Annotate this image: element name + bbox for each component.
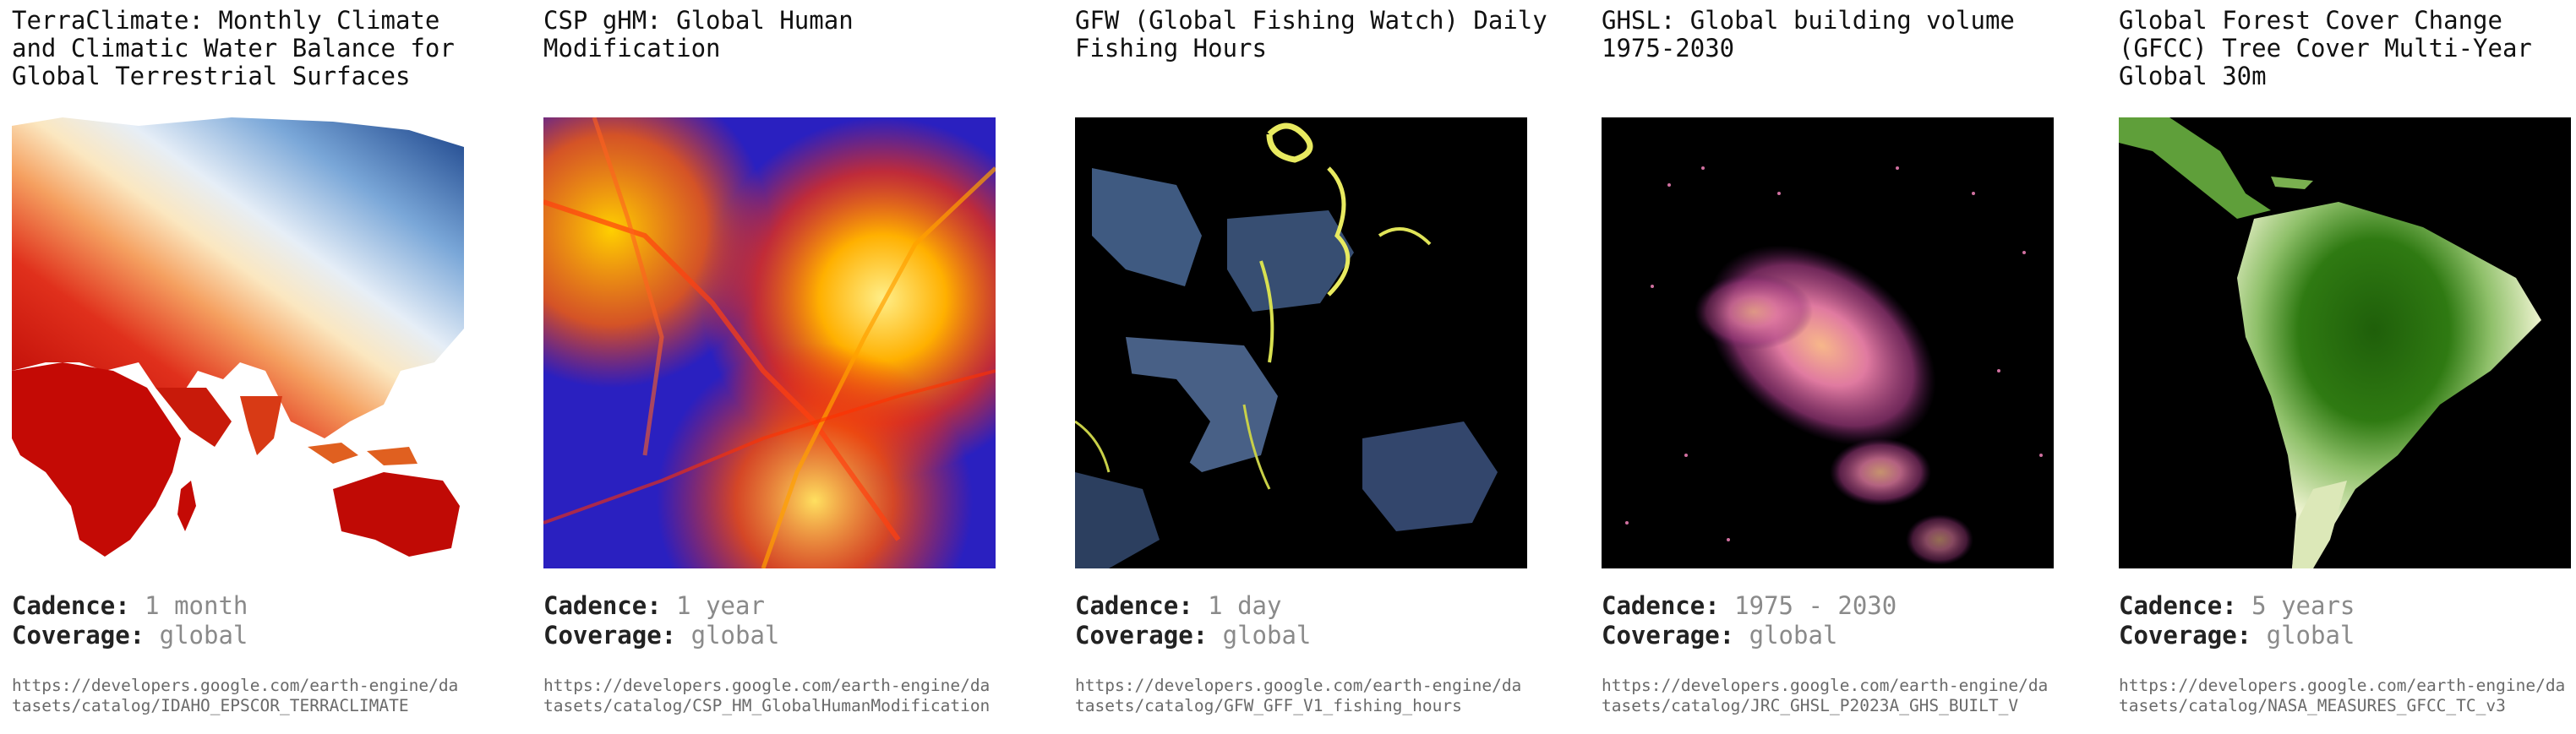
dataset-card-gfw[interactable]: GFW (Global Fishing Watch) Daily Fishing…: [1075, 0, 1548, 734]
fishing-hours-map-image: [1075, 117, 1527, 568]
cadence-label: Cadence:: [1602, 591, 1720, 620]
dataset-meta: Cadence: 1 day Coverage: global: [1075, 591, 1548, 650]
coverage-row: Coverage: global: [12, 621, 485, 650]
coverage-row: Coverage: global: [2119, 621, 2576, 650]
dataset-link[interactable]: https://developers.google.com/earth-engi…: [1602, 676, 2049, 715]
coverage-value: global: [1749, 621, 1838, 650]
coverage-row: Coverage: global: [1075, 621, 1548, 650]
coverage-row: Coverage: global: [1602, 621, 2075, 650]
coverage-value: global: [2266, 621, 2355, 650]
dataset-meta: Cadence: 1975 - 2030 Coverage: global: [1602, 591, 2075, 650]
fishing-hours-map-thumbnail[interactable]: [1075, 117, 1527, 568]
cadence-value: 1 day: [1208, 591, 1282, 620]
cadence-label: Cadence:: [543, 591, 662, 620]
cadence-row: Cadence: 1 month: [12, 591, 485, 621]
dataset-title[interactable]: GHSL: Global building volume 1975-2030: [1602, 6, 2030, 63]
dataset-title[interactable]: TerraClimate: Monthly Climate and Climat…: [12, 6, 470, 90]
dataset-link[interactable]: https://developers.google.com/earth-engi…: [2119, 676, 2566, 715]
coverage-label: Coverage:: [12, 621, 145, 650]
coverage-label: Coverage:: [1602, 621, 1735, 650]
building-volume-map-image: [1602, 117, 2054, 568]
coverage-label: Coverage:: [2119, 621, 2252, 650]
coverage-value: global: [1222, 621, 1312, 650]
dataset-card-ghsl[interactable]: GHSL: Global building volume 1975-2030: [1602, 0, 2075, 734]
cadence-row: Cadence: 5 years: [2119, 591, 2576, 621]
cadence-label: Cadence:: [12, 591, 130, 620]
dataset-link[interactable]: https://developers.google.com/earth-engi…: [543, 676, 991, 715]
coverage-label: Coverage:: [543, 621, 677, 650]
coverage-value: global: [690, 621, 780, 650]
cadence-row: Cadence: 1975 - 2030: [1602, 591, 2075, 621]
cadence-value: 1 year: [676, 591, 765, 620]
dataset-meta: Cadence: 1 month Coverage: global: [12, 591, 485, 650]
coverage-value: global: [159, 621, 248, 650]
forest-cover-map-thumbnail[interactable]: [2119, 117, 2571, 568]
human-modification-map-thumbnail[interactable]: [543, 117, 996, 568]
human-modification-map-image: [543, 117, 996, 568]
dataset-card-csp-ghm[interactable]: CSP gHM: Global Human Modification: [543, 0, 1017, 734]
dataset-meta: Cadence: 1 year Coverage: global: [543, 591, 1017, 650]
cadence-row: Cadence: 1 day: [1075, 591, 1548, 621]
dataset-link[interactable]: https://developers.google.com/earth-engi…: [12, 676, 459, 715]
cadence-value: 5 years: [2251, 591, 2355, 620]
dataset-card-terraclimate[interactable]: TerraClimate: Monthly Climate and Climat…: [12, 0, 485, 734]
dataset-title[interactable]: Global Forest Cover Change (GFCC) Tree C…: [2119, 6, 2547, 90]
cadence-label: Cadence:: [2119, 591, 2237, 620]
terraclimate-map-image: [12, 117, 464, 568]
dataset-link[interactable]: https://developers.google.com/earth-engi…: [1075, 676, 1522, 715]
coverage-row: Coverage: global: [543, 621, 1017, 650]
dataset-title[interactable]: CSP gHM: Global Human Modification: [543, 6, 869, 63]
building-volume-map-thumbnail[interactable]: [1602, 117, 2054, 568]
cadence-row: Cadence: 1 year: [543, 591, 1017, 621]
dataset-title[interactable]: GFW (Global Fishing Watch) Daily Fishing…: [1075, 6, 1563, 63]
terraclimate-map-thumbnail[interactable]: [12, 117, 464, 568]
cadence-value: 1 month: [145, 591, 248, 620]
cadence-value: 1975 - 2030: [1734, 591, 1897, 620]
cadence-label: Cadence:: [1075, 591, 1193, 620]
forest-cover-map-image: [2119, 117, 2571, 568]
dataset-card-gfcc[interactable]: Global Forest Cover Change (GFCC) Tree C…: [2119, 0, 2576, 734]
coverage-label: Coverage:: [1075, 621, 1209, 650]
dataset-meta: Cadence: 5 years Coverage: global: [2119, 591, 2576, 650]
